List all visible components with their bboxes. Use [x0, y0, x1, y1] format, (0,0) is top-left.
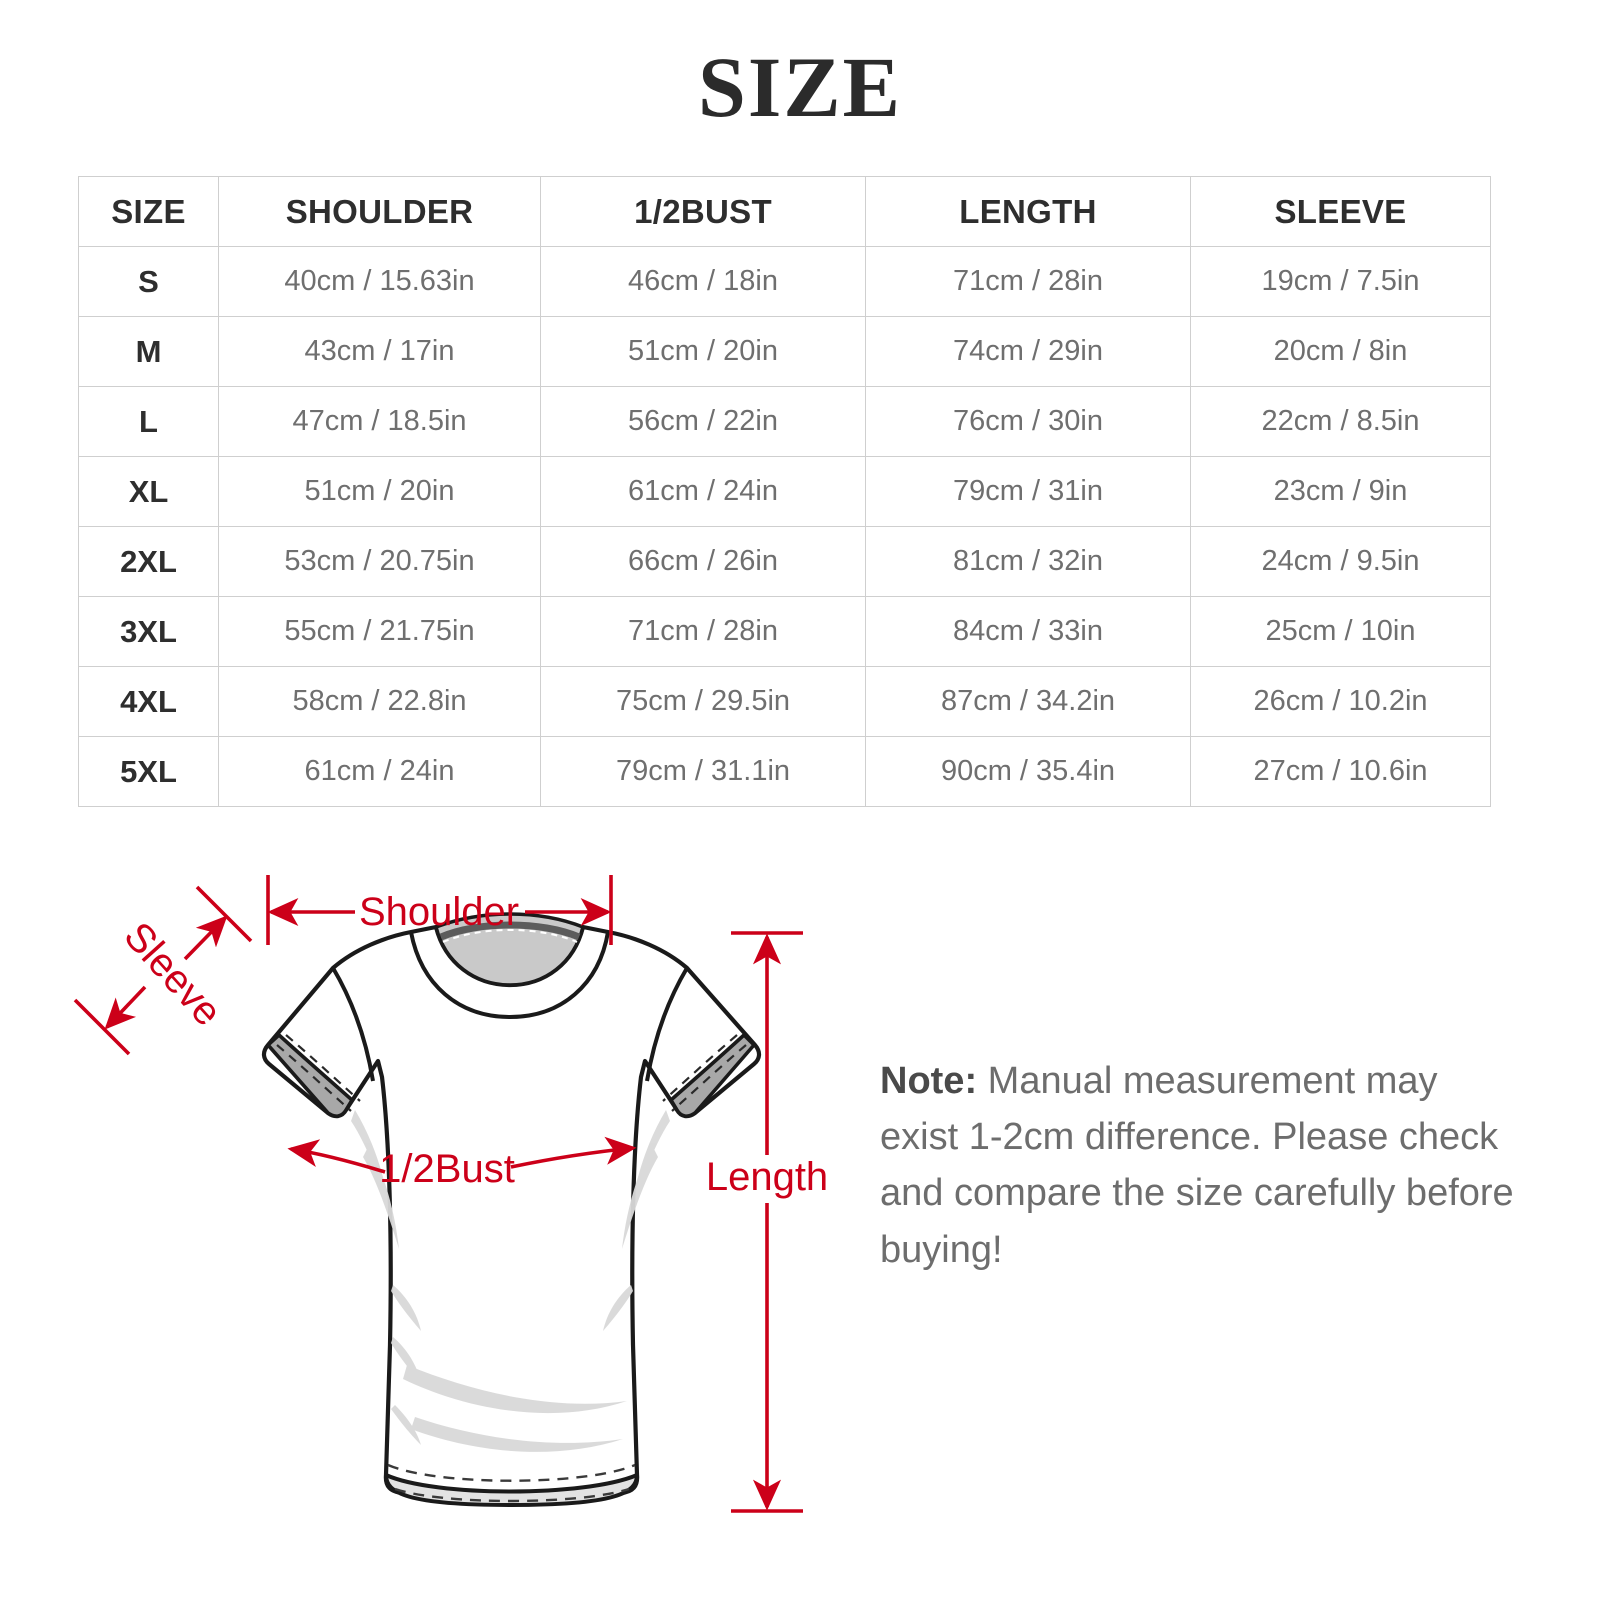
- cell-bust: 51cm / 20in: [540, 316, 866, 387]
- cell-shoulder: 47cm / 18.5in: [218, 386, 541, 457]
- table-row: M 43cm / 17in 51cm / 20in 74cm / 29in 20…: [78, 316, 1491, 387]
- table-row: 3XL 55cm / 21.75in 71cm / 28in 84cm / 33…: [78, 596, 1491, 667]
- cell-size: S: [78, 246, 219, 317]
- sleeve-tick-upper: [195, 885, 253, 943]
- cell-sleeve: 26cm / 10.2in: [1190, 666, 1491, 737]
- cell-bust: 75cm / 29.5in: [540, 666, 866, 737]
- cell-bust: 56cm / 22in: [540, 386, 866, 457]
- hem-stitch-lower: [394, 1487, 630, 1503]
- bust-arrow-right: [510, 1136, 637, 1169]
- cell-sleeve: 27cm / 10.6in: [1190, 736, 1491, 807]
- shoulder-seam-right: [645, 966, 689, 1082]
- cell-sleeve: 24cm / 9.5in: [1190, 526, 1491, 597]
- column-header-bust: 1/2BUST: [540, 176, 866, 247]
- bust-label: 1/2Bust: [379, 1147, 515, 1191]
- table-row: 4XL 58cm / 22.8in 75cm / 29.5in 87cm / 3…: [78, 666, 1491, 737]
- cell-shoulder: 43cm / 17in: [218, 316, 541, 387]
- collar-inner: [433, 912, 586, 987]
- cell-bust: 79cm / 31.1in: [540, 736, 866, 807]
- tshirt-illustration: [261, 912, 762, 1507]
- page-title: SIZE: [697, 39, 903, 135]
- cell-sleeve: 20cm / 8in: [1190, 316, 1491, 387]
- shoulder-label: Shoulder: [359, 890, 519, 934]
- collar-rib-stitch: [442, 928, 578, 943]
- sleeve-cuff-left-stitch-b: [285, 1034, 361, 1102]
- note-body: Manual measurement may exist 1-2cm diffe…: [880, 1060, 1514, 1271]
- length-label: Length: [706, 1155, 828, 1199]
- cell-bust: 71cm / 28in: [540, 596, 866, 667]
- cell-size: XL: [78, 456, 219, 527]
- cell-sleeve: 19cm / 7.5in: [1190, 246, 1491, 317]
- bust-dimension: [287, 1136, 637, 1174]
- shoulder-dimension: [266, 875, 613, 945]
- column-header-shoulder: SHOULDER: [218, 176, 541, 247]
- size-table-container: SIZE SHOULDER 1/2BUST LENGTH SLEEVE S 40…: [78, 176, 1491, 807]
- fabric-shading: [351, 1110, 670, 1452]
- table-row: XL 51cm / 20in 61cm / 24in 79cm / 31in 2…: [78, 456, 1491, 527]
- sleeve-arrow-lower: [104, 985, 147, 1030]
- cell-shoulder: 40cm / 15.63in: [218, 246, 541, 317]
- sleeve-cuff-right-stitch-a: [671, 1044, 747, 1112]
- column-header-length: LENGTH: [865, 176, 1191, 247]
- table-header-row: SIZE SHOULDER 1/2BUST LENGTH SLEEVE: [78, 176, 1491, 247]
- cell-bust: 61cm / 24in: [540, 456, 866, 527]
- cell-bust: 46cm / 18in: [540, 246, 866, 317]
- cell-shoulder: 61cm / 24in: [218, 736, 541, 807]
- cell-size: 2XL: [78, 526, 219, 597]
- cell-shoulder: 55cm / 21.75in: [218, 596, 541, 667]
- cell-length: 79cm / 31in: [865, 456, 1191, 527]
- sleeve-tick-lower: [73, 998, 131, 1056]
- sleeve-cuff-left-stitch-a: [276, 1044, 352, 1112]
- cell-length: 87cm / 34.2in: [865, 666, 1191, 737]
- cell-sleeve: 25cm / 10in: [1190, 596, 1491, 667]
- sleeve-cuff-right-stitch-b: [662, 1034, 738, 1102]
- bust-arrow-left: [287, 1139, 386, 1174]
- table-row: 5XL 61cm / 24in 79cm / 31.1in 90cm / 35.…: [78, 736, 1491, 807]
- note-text: Note: Manual measurement may exist 1-2cm…: [880, 1053, 1520, 1278]
- column-header-size: SIZE: [78, 176, 219, 247]
- cell-length: 90cm / 35.4in: [865, 736, 1191, 807]
- shoulder-seam-left: [331, 966, 375, 1082]
- column-header-sleeve: SLEEVE: [1190, 176, 1491, 247]
- cell-bust: 66cm / 26in: [540, 526, 866, 597]
- cell-length: 74cm / 29in: [865, 316, 1191, 387]
- note-label: Note:: [880, 1060, 978, 1102]
- table-row: L 47cm / 18.5in 56cm / 22in 76cm / 30in …: [78, 386, 1491, 457]
- cell-sleeve: 23cm / 9in: [1190, 456, 1491, 527]
- cell-length: 84cm / 33in: [865, 596, 1191, 667]
- cell-size: 3XL: [78, 596, 219, 667]
- cell-size: 5XL: [78, 736, 219, 807]
- cell-shoulder: 51cm / 20in: [218, 456, 541, 527]
- sleeve-arrow-upper: [183, 915, 228, 961]
- tshirt-measurement-diagram: Shoulder Sleeve 1/2Bust Le: [55, 845, 895, 1575]
- sleeve-dimension: [73, 885, 253, 1056]
- table-row: 2XL 53cm / 20.75in 66cm / 26in 81cm / 32…: [78, 526, 1491, 597]
- cell-size: M: [78, 316, 219, 387]
- length-dimension: [731, 931, 803, 1513]
- collar-rib-band: [439, 921, 581, 941]
- cell-size: 4XL: [78, 666, 219, 737]
- cell-length: 81cm / 32in: [865, 526, 1191, 597]
- cell-shoulder: 53cm / 20.75in: [218, 526, 541, 597]
- collar-outer-edge: [409, 931, 610, 1020]
- size-table: SIZE SHOULDER 1/2BUST LENGTH SLEEVE S 40…: [78, 176, 1491, 807]
- hem-stitch-upper: [387, 1463, 636, 1482]
- cell-size: L: [78, 386, 219, 457]
- cell-length: 76cm / 30in: [865, 386, 1191, 457]
- cell-sleeve: 22cm / 8.5in: [1190, 386, 1491, 457]
- table-row: S 40cm / 15.63in 46cm / 18in 71cm / 28in…: [78, 246, 1491, 317]
- sleeve-cuff-left: [266, 1033, 354, 1118]
- cell-shoulder: 58cm / 22.8in: [218, 666, 541, 737]
- cell-length: 71cm / 28in: [865, 246, 1191, 317]
